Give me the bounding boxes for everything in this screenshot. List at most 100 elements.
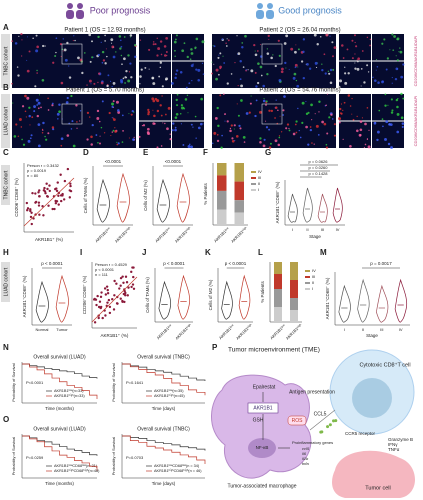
cell-dot (27, 36, 29, 38)
cell-dot (37, 101, 41, 105)
label: p = 0.0019 (27, 168, 47, 173)
cell-dot (186, 55, 189, 59)
scatter-dot (68, 189, 71, 192)
label: P=0.0703 (126, 455, 144, 460)
legend-swatch (251, 177, 256, 179)
scatter-dot (131, 266, 134, 269)
cell-dot (211, 72, 213, 75)
cell-dot (342, 138, 344, 140)
cell-dot (79, 110, 82, 112)
cell-dot (288, 129, 291, 132)
cell-dot (27, 139, 31, 143)
cell-dot (253, 44, 256, 47)
cell-dot (237, 52, 241, 55)
cell-dot (55, 37, 58, 40)
label: AKR1B1⁺CD68⁺ (%) (275, 181, 280, 223)
cell-dot (333, 134, 337, 137)
stack-segment (274, 307, 282, 322)
label: Overall survival (TNBC) (137, 426, 190, 432)
stack-segment (274, 274, 282, 289)
cell-dot (159, 61, 163, 64)
cell-dot (247, 69, 249, 71)
cell-dot (299, 136, 302, 139)
cell-dot (235, 135, 239, 138)
cell-dot (231, 137, 234, 140)
cell-dot (306, 63, 309, 66)
label: B (3, 83, 9, 92)
violin (116, 172, 130, 223)
cell-dot (174, 38, 177, 41)
cell-dot (25, 116, 27, 118)
cell-dot (236, 35, 238, 37)
cell-dot (190, 145, 193, 149)
label: II (362, 327, 364, 332)
cell-dot (116, 141, 118, 143)
cell-dot (201, 62, 204, 65)
scatter-dot (124, 291, 127, 295)
cell-dot (98, 142, 101, 145)
cell-dot (134, 43, 137, 47)
label: AKR1B1ˡᵒʷ (154, 226, 171, 243)
cell-dot (157, 47, 161, 51)
cell-dot (180, 104, 184, 107)
cell-dot (274, 117, 276, 119)
cell-dot (37, 123, 41, 127)
cell-dot (60, 81, 64, 85)
cell-dot (174, 55, 176, 58)
cell-dot (175, 98, 178, 102)
cell-dot (292, 132, 296, 136)
cell-dot (152, 82, 156, 86)
violin (287, 193, 298, 223)
label: p = 0.1428 (308, 171, 328, 176)
cell-dot (391, 109, 394, 112)
cell-dot (383, 38, 386, 41)
cell-dot (90, 135, 93, 139)
cell-dot (274, 106, 278, 109)
cell-dot (104, 34, 106, 37)
cell-dot (26, 96, 30, 100)
scatter-dot (104, 293, 108, 296)
cell-dot (114, 130, 117, 133)
cell-dot (298, 129, 300, 132)
cell-dot (395, 67, 399, 71)
cell-dot (369, 38, 372, 41)
label: P=0.1641 (126, 380, 144, 385)
nucleus (352, 378, 392, 418)
cell-dot (305, 112, 309, 116)
cell-dot (159, 40, 163, 43)
scatter-dot (69, 184, 72, 188)
scatter-dot (97, 316, 100, 320)
label: CD206⁺CD68⁺ (%) (14, 178, 19, 217)
cell-dot (45, 138, 48, 141)
label: Tumor cell (365, 485, 390, 491)
label: Person r = 0.3432 (27, 163, 60, 168)
label: Stage (309, 234, 321, 239)
cell-dot (97, 81, 99, 84)
cell-dot (28, 114, 31, 118)
cell-dot (248, 111, 251, 114)
cell-dot (401, 122, 405, 125)
cell-dot (22, 143, 26, 146)
label: Stage (366, 333, 378, 338)
label: Patient 1 (OS = 12.93 months) (64, 28, 145, 34)
cell-dot (367, 145, 371, 149)
cell-dot (129, 36, 131, 38)
cell-dot (329, 35, 331, 37)
label: CCR5 receptor (345, 431, 376, 436)
cell-dot (325, 146, 329, 149)
cell-dot (254, 50, 256, 52)
cell-dot (297, 107, 299, 110)
chemokine (328, 423, 332, 427)
label: AKR1B1⁺ (%) (35, 237, 63, 242)
cell-dot (130, 76, 133, 79)
cell-dot (51, 104, 54, 107)
label: AKR1B1ʰⁱᵍʰ(n=33) (54, 392, 85, 398)
label: ccl5 (302, 446, 310, 451)
label: AKR1B1ʰⁱᵍʰCD68ʰⁱᵍʰ(n=48) (54, 467, 100, 473)
cell-dot (385, 120, 389, 124)
cell-dot (340, 103, 343, 105)
cell-dot (61, 48, 64, 51)
cell-dot (277, 109, 279, 112)
cell-dot (281, 67, 284, 71)
scatter-dot (38, 189, 41, 192)
